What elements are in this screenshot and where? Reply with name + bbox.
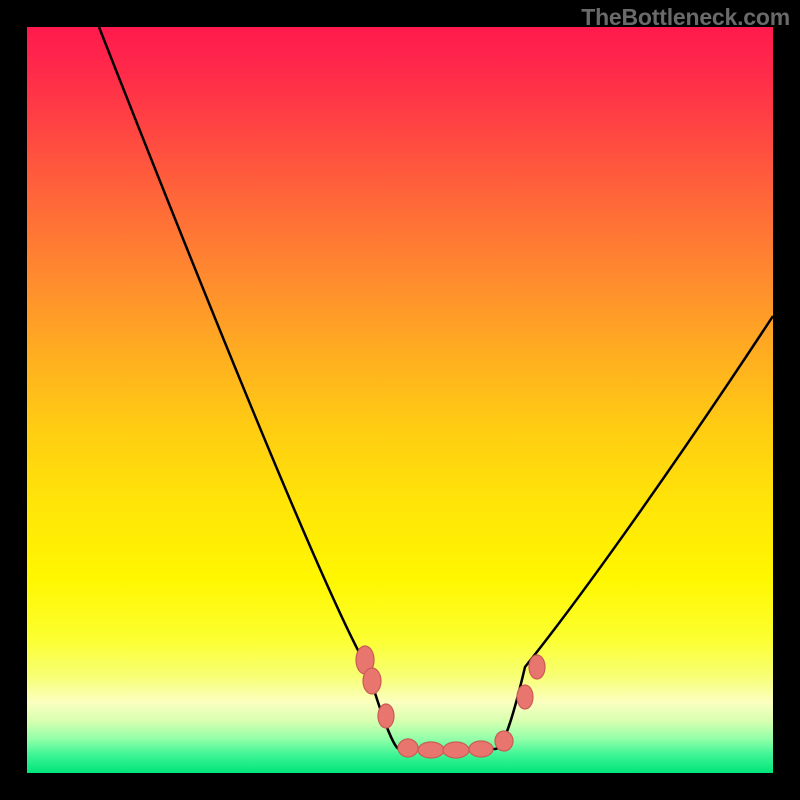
- data-marker: [495, 731, 513, 751]
- data-marker: [469, 741, 493, 757]
- data-marker: [398, 739, 418, 757]
- data-marker: [363, 668, 381, 694]
- gradient-background: [27, 27, 773, 773]
- data-marker: [378, 704, 394, 728]
- data-marker: [443, 742, 469, 758]
- chart-root: TheBottleneck.com: [0, 0, 800, 800]
- plot-area: [27, 27, 773, 773]
- data-marker: [529, 655, 545, 679]
- data-marker: [418, 742, 444, 758]
- bottleneck-chart-svg: [27, 27, 773, 773]
- data-marker: [517, 685, 533, 709]
